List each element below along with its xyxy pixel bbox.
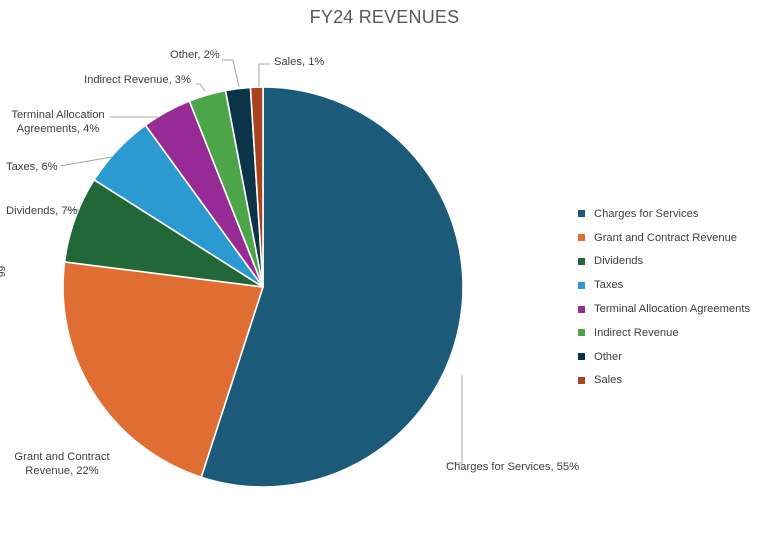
legend-swatch: [578, 305, 585, 313]
leader-line: [59, 156, 113, 167]
leader-lines: [59, 59, 463, 464]
legend-label: Dividends: [594, 255, 644, 268]
legend-label: Charges for Services: [594, 207, 699, 220]
legend-swatch: [578, 210, 585, 218]
legend-item: Other: [578, 345, 750, 369]
chart-title: FY24 REVENUES: [309, 7, 460, 27]
pie-slice-sales: [249, 86, 264, 288]
chart-legend: Charges for Services Grant and Contract R…: [578, 202, 750, 392]
leader-line: [222, 59, 240, 88]
legend-swatch: [578, 257, 585, 265]
legend-item: Sales: [578, 369, 750, 393]
edge-text: 99: [0, 265, 9, 278]
legend-label: Terminal Allocation Agreements: [594, 303, 751, 316]
legend-label: Taxes: [594, 279, 624, 292]
pie-slice-charges-for-services: [200, 86, 464, 488]
data-labels: Charges for Services, 55% Grant and Contr…: [6, 49, 579, 477]
data-label: Charges for Services, 55%: [446, 461, 579, 473]
data-label: Terminal Allocation Agreements, 4%: [11, 109, 104, 135]
legend-item: Dividends: [578, 250, 750, 274]
leader-line: [258, 63, 270, 87]
legend-swatch: [578, 376, 585, 384]
legend-swatch: [578, 329, 585, 337]
legend-item: Grant and Contract Revenue: [578, 226, 750, 250]
leader-line: [196, 83, 206, 92]
legend-label: Other: [594, 350, 622, 363]
legend-item: Indirect Revenue: [578, 321, 750, 345]
data-label: Taxes, 6%: [6, 161, 58, 173]
legend-item: Terminal Allocation Agreements: [578, 297, 750, 321]
legend-label: Grant and Contract Revenue: [594, 231, 738, 244]
leader-line: [446, 375, 463, 464]
legend-label: Sales: [594, 374, 622, 387]
legend-item: Taxes: [578, 273, 750, 297]
data-label: Other, 2%: [170, 49, 220, 61]
data-label: Dividends, 7%: [6, 205, 78, 217]
legend-label: Indirect Revenue: [594, 326, 679, 339]
data-label: Sales, 1%: [274, 56, 324, 68]
legend-swatch: [578, 234, 585, 242]
legend-swatch: [578, 281, 585, 289]
data-label: Indirect Revenue, 3%: [84, 74, 191, 86]
legend-item: Charges for Services: [578, 202, 750, 226]
pie-slice-grant-and-contract-revenue: [62, 261, 265, 479]
pie-slices: [62, 86, 464, 488]
legend-swatch: [578, 353, 585, 361]
data-label: Grant and Contract Revenue, 22%: [14, 451, 110, 477]
